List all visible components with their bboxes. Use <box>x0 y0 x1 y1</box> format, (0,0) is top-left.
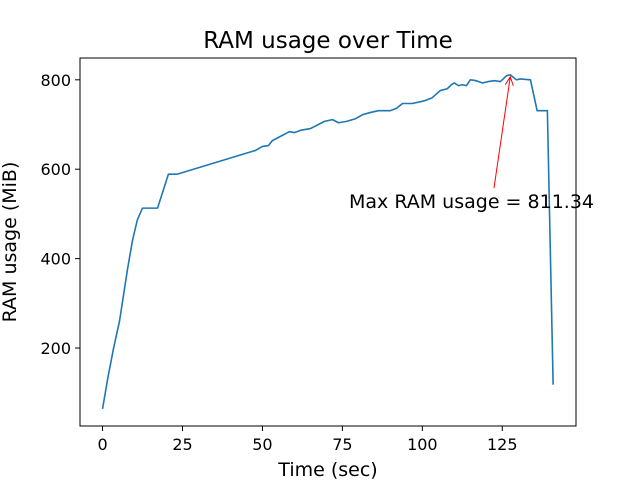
y-tick-label: 800 <box>40 71 71 90</box>
x-tick-label: 100 <box>407 435 438 454</box>
annotation-arrow <box>493 76 511 189</box>
x-tick-label: 125 <box>487 435 518 454</box>
x-tick-label: 75 <box>332 435 352 454</box>
plot-frame <box>79 57 577 427</box>
x-tick-label: 0 <box>97 435 107 454</box>
annotation-arrowhead <box>504 75 514 86</box>
x-tick-label: 50 <box>252 435 272 454</box>
x-axis-label: Time (sec) <box>277 459 377 480</box>
x-tick-label: 25 <box>172 435 192 454</box>
y-axis-label: RAM usage (MiB) <box>0 162 21 323</box>
y-tick-label: 600 <box>40 160 71 179</box>
y-tick-label: 200 <box>40 339 71 358</box>
y-tick-label: 400 <box>40 250 71 269</box>
data-line <box>101 73 554 409</box>
chart-title: RAM usage over Time <box>203 28 453 54</box>
annotation-text: Max RAM usage = 811.34 <box>349 191 594 213</box>
